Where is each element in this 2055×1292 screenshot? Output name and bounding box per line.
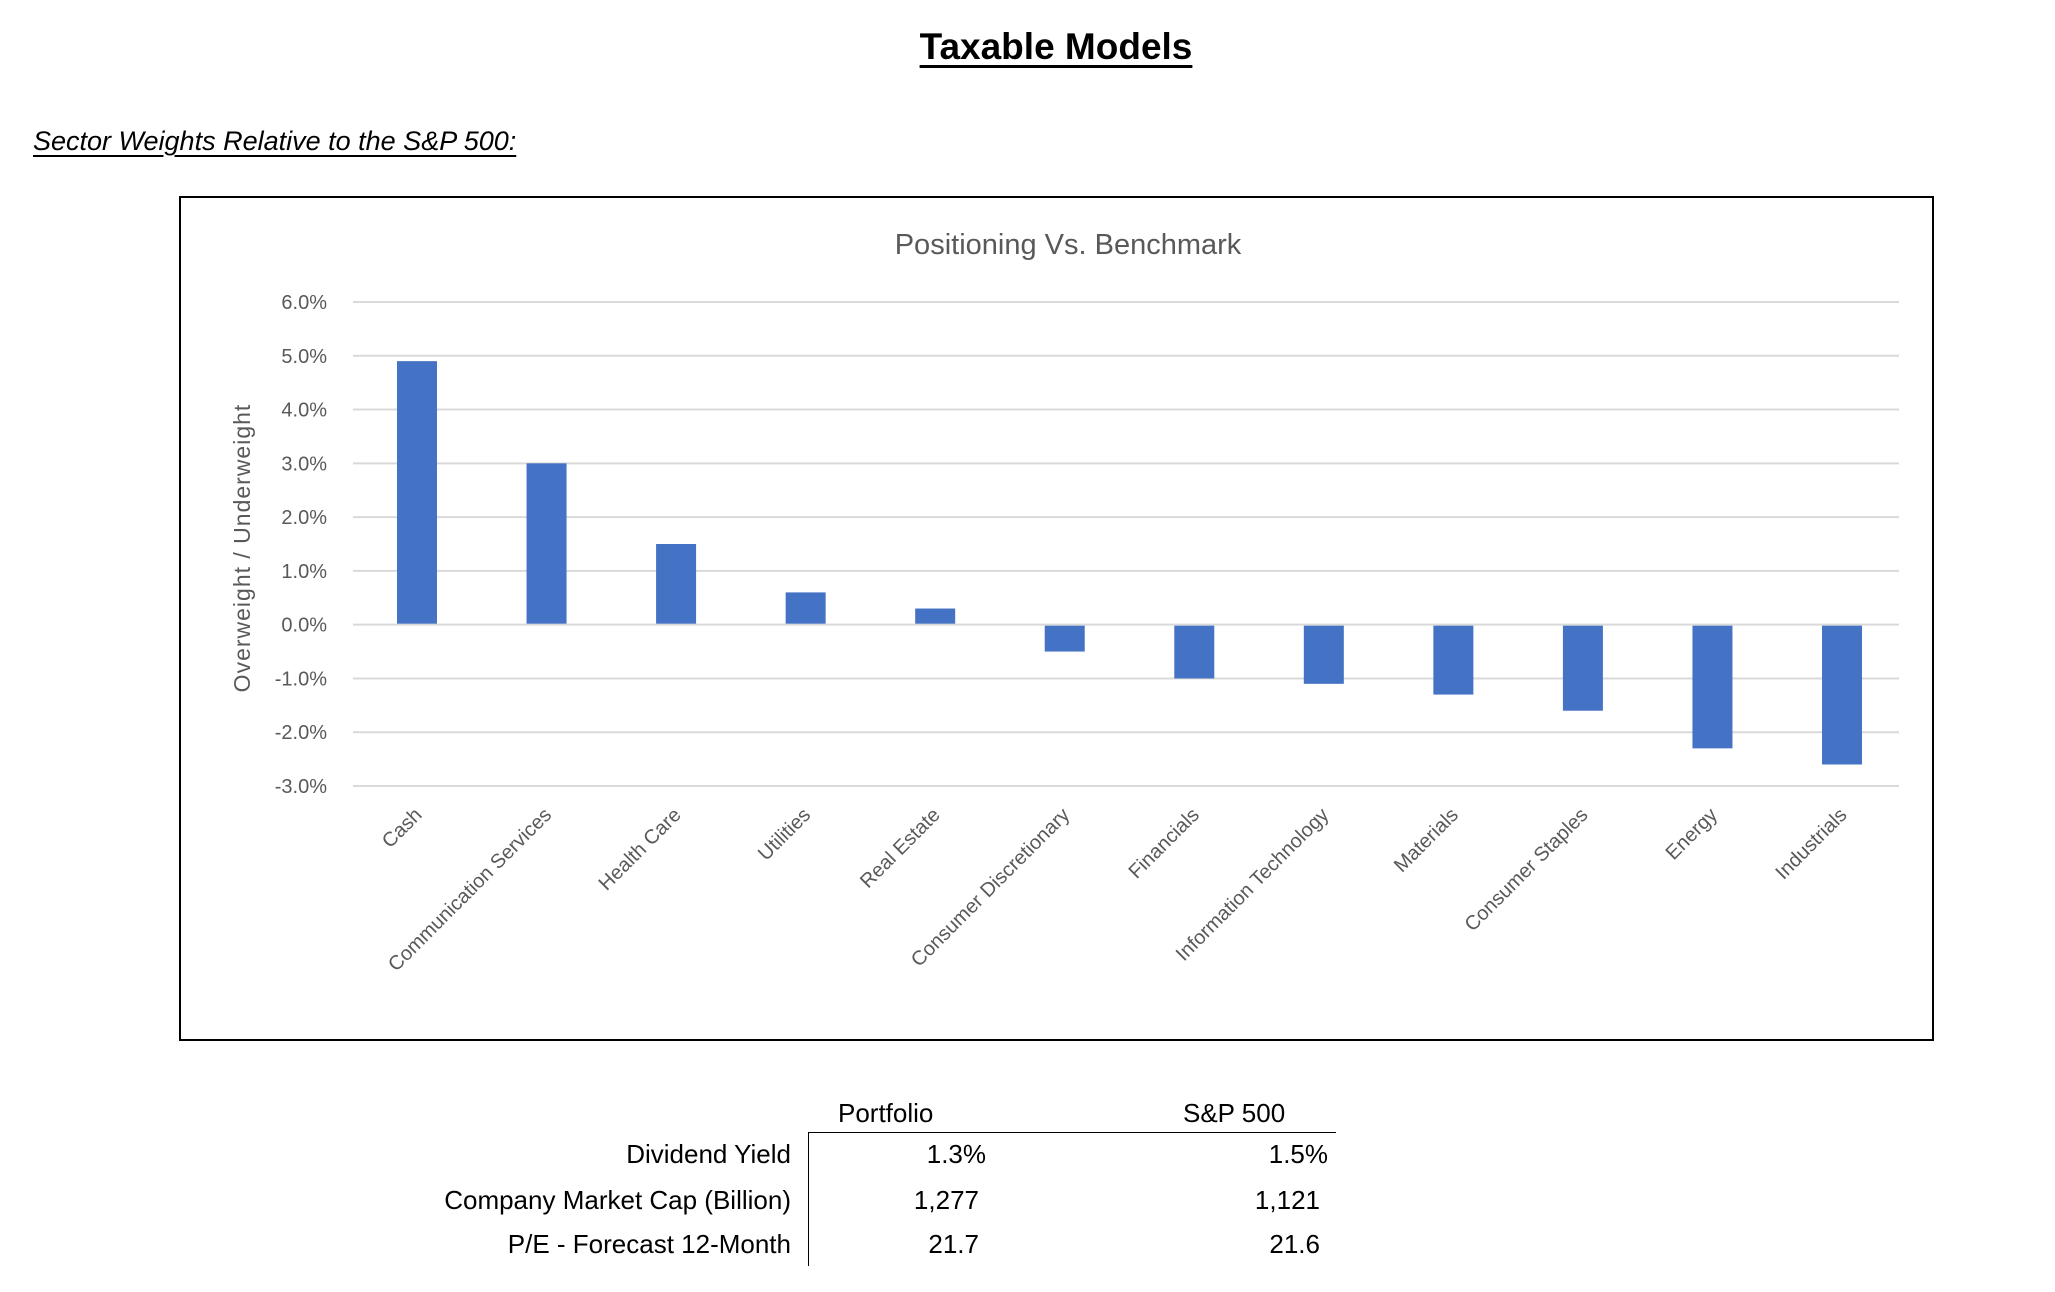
row-label-pe-forecast: P/E - Forecast 12-Month <box>507 1229 791 1259</box>
bars <box>397 361 1862 765</box>
x-tick-label: Financials <box>1125 804 1204 883</box>
column-header-portfolio: Portfolio <box>838 1098 934 1128</box>
y-tick-label: 6.0% <box>281 292 327 314</box>
sp500-dividend-yield: 1.5% <box>1268 1139 1328 1169</box>
y-tick-label: -1.0% <box>275 668 327 690</box>
row-label-market-cap: Company Market Cap (Billion) <box>444 1185 791 1215</box>
x-tick-label: Real Estate <box>856 804 945 893</box>
page-title: Taxable Models <box>919 26 1193 67</box>
bar-communication-services <box>526 463 567 624</box>
y-tick-label: 1.0% <box>281 561 327 583</box>
chart-title: Positioning Vs. Benchmark <box>895 229 1242 261</box>
sp500-pe-forecast: 21.6 <box>1269 1229 1320 1259</box>
y-tick-label: 2.0% <box>281 507 327 529</box>
bar-consumer-discretionary <box>1044 625 1085 652</box>
y-axis-ticks: 6.0% 5.0% 4.0% 3.0% 2.0% 1.0% 0.0% -1.0% -2.0% -3… <box>275 292 327 798</box>
x-tick-label: Materials <box>1390 804 1463 877</box>
bar-industrials <box>1822 625 1862 765</box>
sp500-market-cap: 1,121 <box>1254 1185 1320 1215</box>
y-tick-label: 4.0% <box>281 400 327 422</box>
gridlines <box>353 301 1899 787</box>
bar-energy <box>1692 625 1733 749</box>
bar-real-estate <box>915 608 956 624</box>
x-tick-label: Utilities <box>754 804 815 865</box>
bar-chart: Positioning Vs. Benchmark 6.0% 5.0% 4.0% 3.… <box>229 229 1899 976</box>
portfolio-dividend-yield: 1.3% <box>926 1139 986 1169</box>
bar-information-technology <box>1303 625 1344 684</box>
bar-financials <box>1174 625 1215 679</box>
section-subtitle: Sector Weights Relative to the S&P 500: <box>33 126 517 156</box>
x-tick-label: Industrials <box>1772 804 1852 884</box>
y-tick-label: -3.0% <box>275 776 327 798</box>
bar-consumer-staples <box>1562 625 1603 711</box>
bar-materials <box>1433 625 1474 695</box>
y-tick-label: 0.0% <box>281 615 327 637</box>
y-tick-label: 3.0% <box>281 453 327 475</box>
table-header-divider <box>808 1132 1336 1133</box>
x-tick-label: Health Care <box>595 804 686 895</box>
portfolio-market-cap: 1,277 <box>913 1185 979 1215</box>
portfolio-pe-forecast: 21.7 <box>928 1229 979 1259</box>
bar-health-care <box>656 544 697 624</box>
x-tick-label: Consumer Staples <box>1461 804 1593 936</box>
y-axis-title: Overweight / Underweight <box>229 404 255 693</box>
table-label-divider <box>808 1132 809 1266</box>
x-tick-label: Information Technology <box>1172 804 1334 966</box>
y-tick-label: 5.0% <box>281 346 327 368</box>
column-header-sp500: S&P 500 <box>1183 1098 1286 1128</box>
row-label-dividend-yield: Dividend Yield <box>626 1139 791 1169</box>
bar-cash <box>397 361 437 624</box>
bar-utilities <box>785 592 826 624</box>
x-tick-label: Cash <box>378 804 427 853</box>
chart-container: Positioning Vs. Benchmark 6.0% 5.0% 4.0% 3.… <box>179 196 1934 1041</box>
y-tick-label: -2.0% <box>275 722 327 744</box>
x-tick-label: Energy <box>1662 804 1722 864</box>
